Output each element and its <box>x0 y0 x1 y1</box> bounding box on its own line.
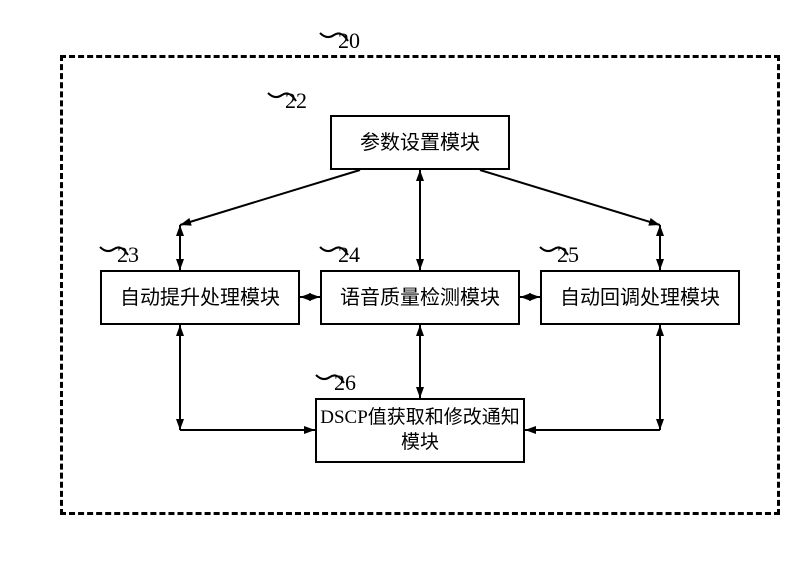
diagram-canvas: 参数设置模块 自动提升处理模块 语音质量检测模块 自动回调处理模块 DSCP值获… <box>20 20 800 548</box>
module-label: 参数设置模块 <box>360 130 480 156</box>
ref-label-25: 25 <box>557 242 579 268</box>
ref-label-23: 23 <box>117 242 139 268</box>
module-label: DSCP值获取和修改通知模块 <box>317 406 523 455</box>
module-label: 自动提升处理模块 <box>120 285 280 311</box>
ref-label-26: 26 <box>334 370 356 396</box>
module-voice-quality: 语音质量检测模块 <box>320 270 520 325</box>
ref-label-24: 24 <box>338 242 360 268</box>
ref-label-22: 22 <box>285 88 307 114</box>
module-label: 自动回调处理模块 <box>560 285 720 311</box>
module-auto-boost: 自动提升处理模块 <box>100 270 300 325</box>
module-dscp: DSCP值获取和修改通知模块 <box>315 398 525 463</box>
module-label: 语音质量检测模块 <box>340 285 500 311</box>
module-auto-callback: 自动回调处理模块 <box>540 270 740 325</box>
module-param-setting: 参数设置模块 <box>330 115 510 170</box>
ref-label-20: 20 <box>338 28 360 54</box>
